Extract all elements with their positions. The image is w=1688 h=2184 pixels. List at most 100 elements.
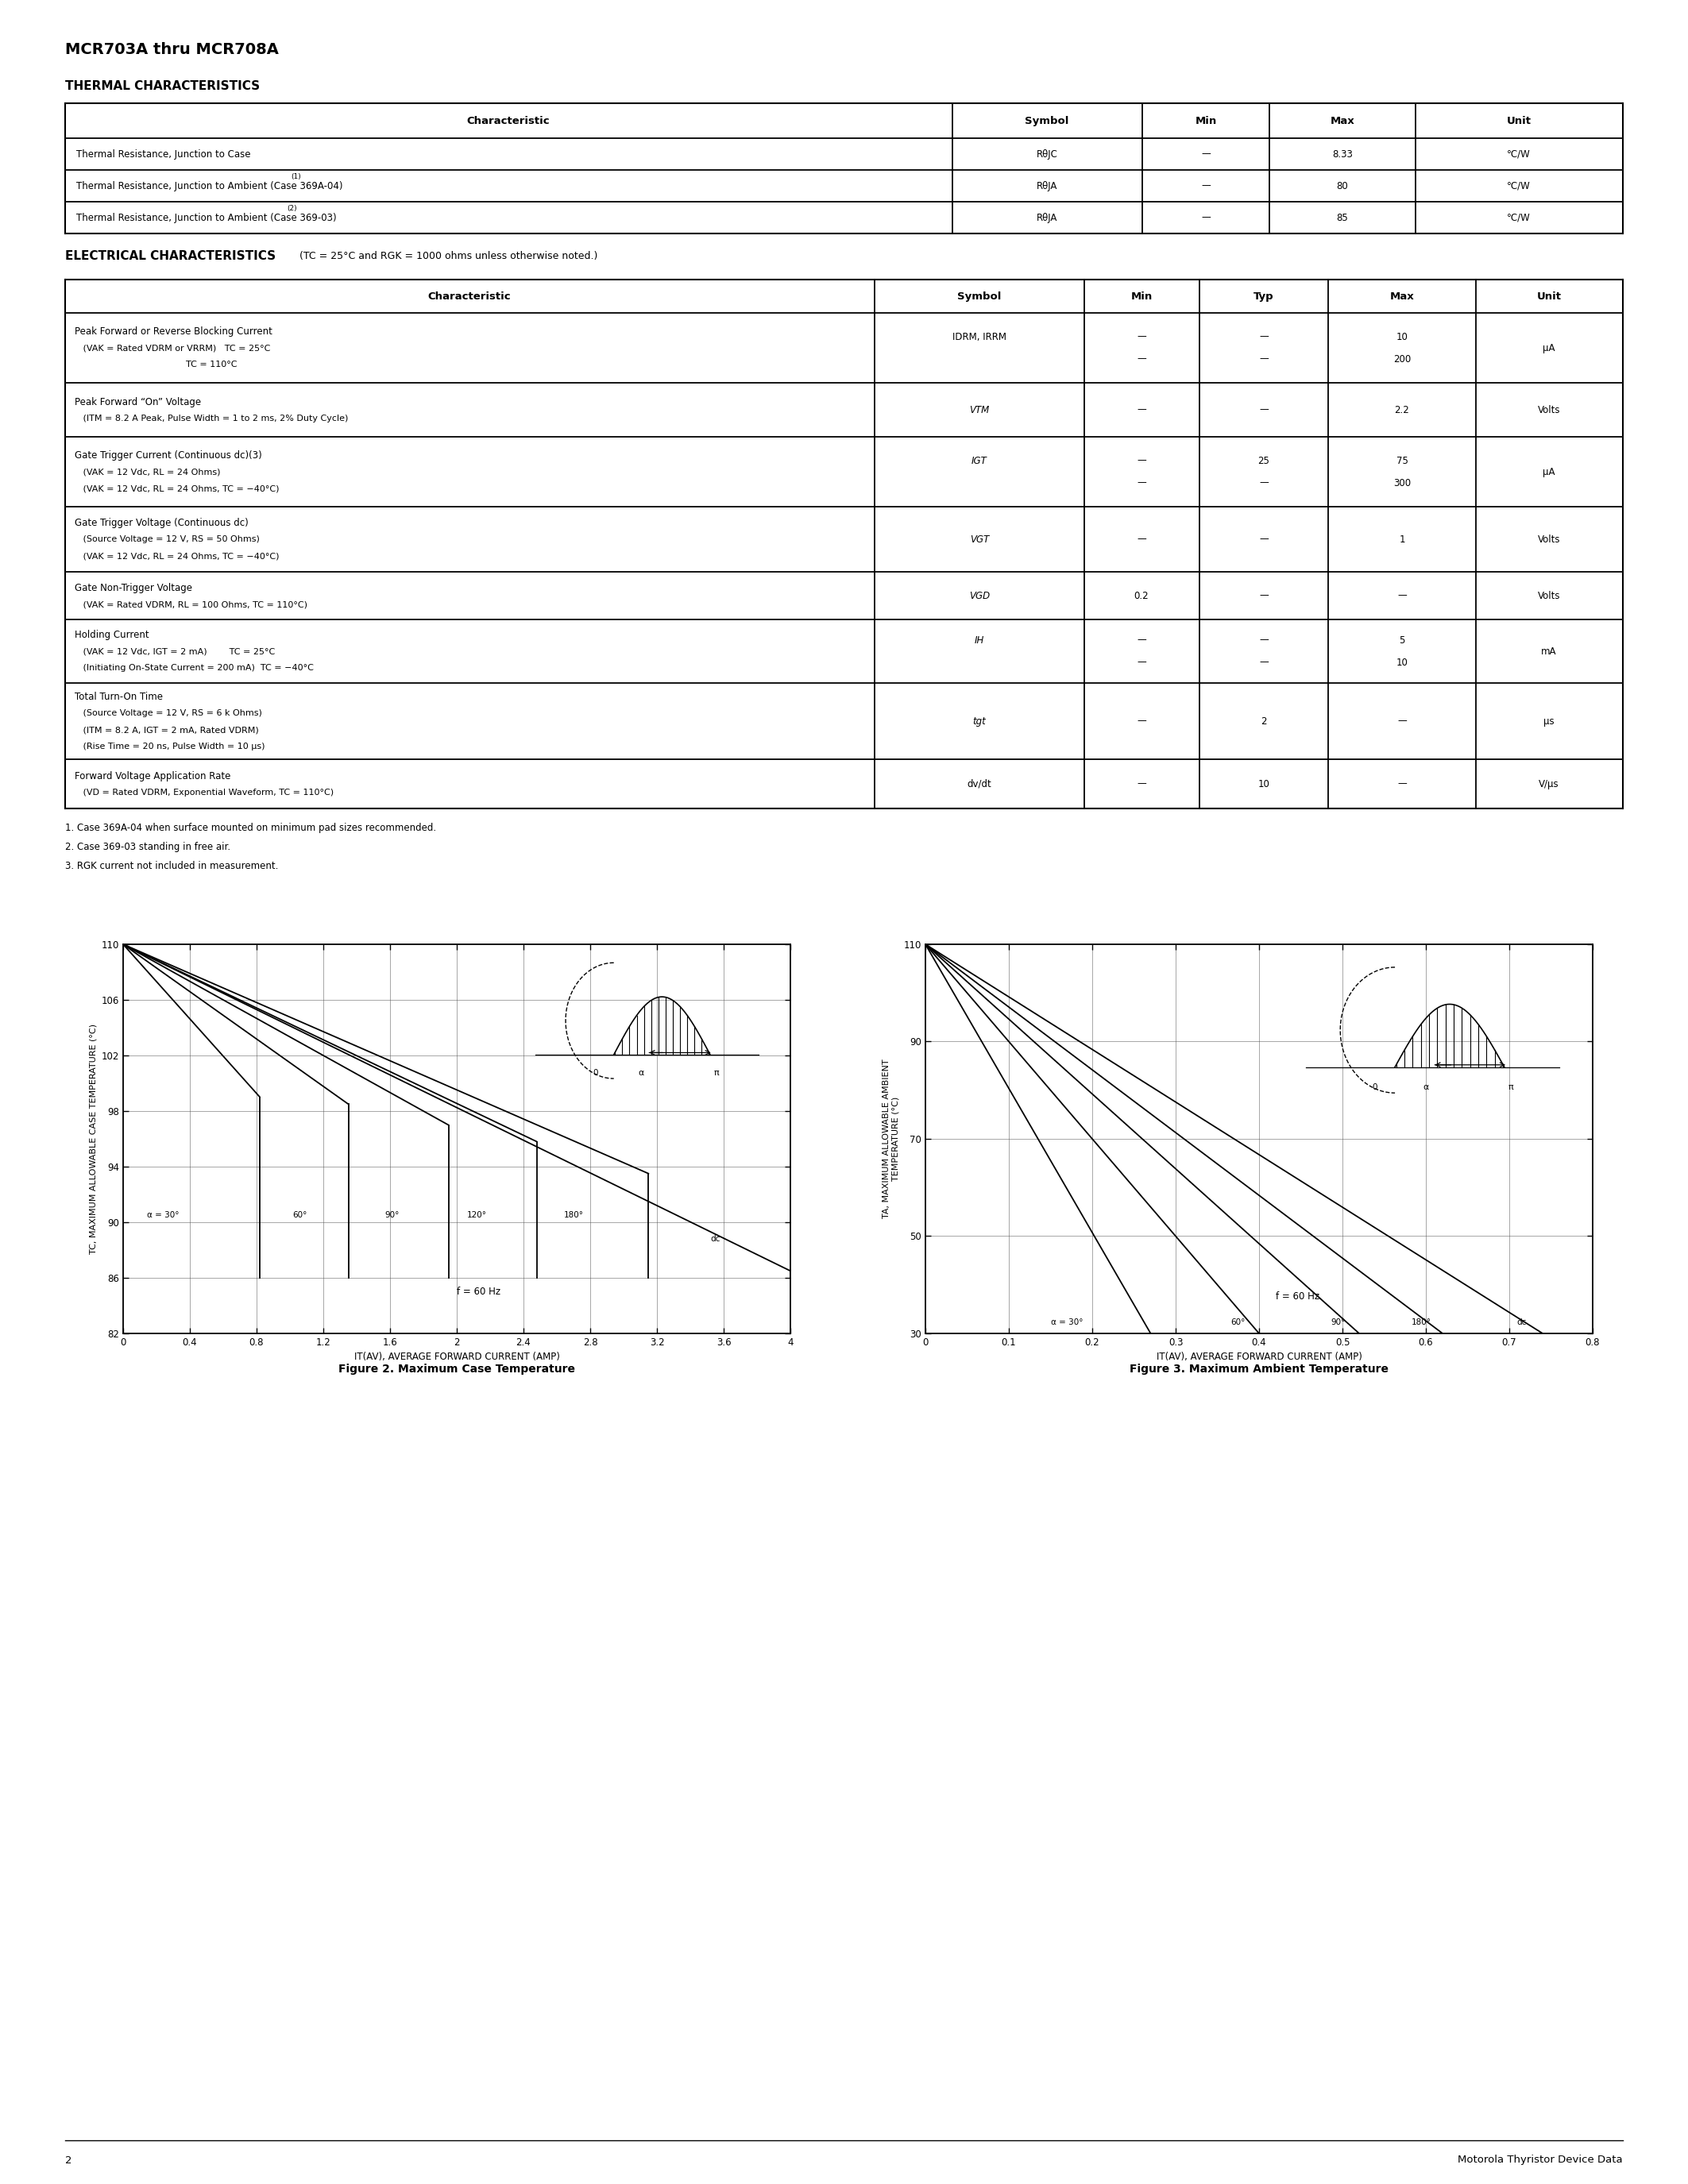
Text: 8.33: 8.33 [1332, 149, 1352, 159]
Text: —: — [1259, 636, 1268, 644]
X-axis label: IT(AV), AVERAGE FORWARD CURRENT (AMP): IT(AV), AVERAGE FORWARD CURRENT (AMP) [1156, 1352, 1362, 1363]
Text: —: — [1398, 590, 1406, 601]
Text: RθJA: RθJA [1036, 212, 1057, 223]
Text: (VAK = 12 Vdc, IGT = 2 mA)        TC = 25°C: (VAK = 12 Vdc, IGT = 2 mA) TC = 25°C [74, 646, 275, 655]
Text: —: — [1398, 780, 1406, 788]
Text: Characteristic: Characteristic [468, 116, 550, 127]
Text: RθJA: RθJA [1036, 181, 1057, 190]
Text: Max: Max [1389, 290, 1415, 301]
Text: —: — [1136, 636, 1146, 644]
Text: Volts: Volts [1538, 404, 1560, 415]
Text: μs: μs [1543, 716, 1555, 727]
Text: 5: 5 [1399, 636, 1404, 644]
Text: 2.2: 2.2 [1394, 404, 1409, 415]
Text: (VAK = 12 Vdc, RL = 24 Ohms, TC = −40°C): (VAK = 12 Vdc, RL = 24 Ohms, TC = −40°C) [74, 485, 279, 491]
Text: MCR703A thru MCR708A: MCR703A thru MCR708A [66, 41, 279, 57]
Text: (1): (1) [290, 173, 300, 181]
Text: ELECTRICAL CHARACTERISTICS: ELECTRICAL CHARACTERISTICS [66, 249, 275, 262]
Text: Characteristic: Characteristic [429, 290, 511, 301]
Text: 90°: 90° [385, 1212, 398, 1219]
Text: Gate Trigger Current (Continuous dc)(3): Gate Trigger Current (Continuous dc)(3) [74, 450, 262, 461]
Text: μA: μA [1543, 343, 1555, 354]
Text: (Source Voltage = 12 V, RS = 50 Ohms): (Source Voltage = 12 V, RS = 50 Ohms) [74, 535, 260, 544]
Text: 200: 200 [1393, 354, 1411, 365]
Text: (VAK = 12 Vdc, RL = 24 Ohms, TC = −40°C): (VAK = 12 Vdc, RL = 24 Ohms, TC = −40°C) [74, 553, 279, 559]
Text: Symbol: Symbol [957, 290, 1001, 301]
Text: Motorola Thyristor Device Data: Motorola Thyristor Device Data [1458, 2156, 1622, 2164]
Text: Thermal Resistance, Junction to Ambient (Case 369A-04): Thermal Resistance, Junction to Ambient … [76, 181, 343, 190]
Text: THERMAL CHARACTERISTICS: THERMAL CHARACTERISTICS [66, 81, 260, 92]
Text: 85: 85 [1337, 212, 1349, 223]
Text: 300: 300 [1393, 478, 1411, 487]
Text: Thermal Resistance, Junction to Case: Thermal Resistance, Junction to Case [76, 149, 250, 159]
Text: —: — [1136, 780, 1146, 788]
Y-axis label: TA, MAXIMUM ALLOWABLE AMBIENT
TEMPERATURE (°C): TA, MAXIMUM ALLOWABLE AMBIENT TEMPERATUR… [883, 1059, 900, 1219]
Text: —: — [1136, 535, 1146, 544]
Text: —: — [1136, 456, 1146, 465]
Text: TC = 110°C: TC = 110°C [74, 360, 236, 369]
Text: —: — [1259, 535, 1268, 544]
Text: 2: 2 [66, 2156, 73, 2164]
Text: 3. RGK current not included in measurement.: 3. RGK current not included in measureme… [66, 860, 279, 871]
Text: (Source Voltage = 12 V, RS = 6 k Ohms): (Source Voltage = 12 V, RS = 6 k Ohms) [74, 710, 262, 716]
Text: IGT: IGT [972, 456, 987, 465]
Text: °C/W: °C/W [1507, 181, 1531, 190]
Text: 60°: 60° [292, 1212, 307, 1219]
Text: 25: 25 [1258, 456, 1269, 465]
Text: VGT: VGT [971, 535, 989, 544]
Text: —: — [1259, 590, 1268, 601]
Text: 0.2: 0.2 [1134, 590, 1150, 601]
Text: dv/dt: dv/dt [967, 780, 991, 788]
Text: (Rise Time = 20 ns, Pulse Width = 10 μs): (Rise Time = 20 ns, Pulse Width = 10 μs) [74, 743, 265, 751]
Text: α = 30°: α = 30° [1052, 1319, 1084, 1326]
Text: VGD: VGD [969, 590, 989, 601]
Text: VTM: VTM [969, 404, 989, 415]
Text: —: — [1202, 149, 1210, 159]
Text: —: — [1202, 181, 1210, 190]
Text: Unit: Unit [1506, 116, 1531, 127]
Text: Peak Forward or Reverse Blocking Current: Peak Forward or Reverse Blocking Current [74, 325, 272, 336]
Text: Gate Trigger Voltage (Continuous dc): Gate Trigger Voltage (Continuous dc) [74, 518, 248, 529]
Text: (VD = Rated VDRM, Exponential Waveform, TC = 110°C): (VD = Rated VDRM, Exponential Waveform, … [74, 788, 334, 797]
Text: 180°: 180° [1411, 1319, 1431, 1326]
Text: RθJC: RθJC [1036, 149, 1058, 159]
Text: —: — [1259, 657, 1268, 668]
Text: Figure 2. Maximum Case Temperature: Figure 2. Maximum Case Temperature [338, 1363, 576, 1374]
Text: V/μs: V/μs [1539, 780, 1560, 788]
Text: (Initiating On-State Current = 200 mA)  TC = −40°C: (Initiating On-State Current = 200 mA) T… [74, 664, 314, 673]
Text: 75: 75 [1396, 456, 1408, 465]
Text: Holding Current: Holding Current [74, 629, 149, 640]
Text: —: — [1136, 354, 1146, 365]
Text: °C/W: °C/W [1507, 149, 1531, 159]
Text: —: — [1136, 716, 1146, 727]
Text: 1. Case 369A-04 when surface mounted on minimum pad sizes recommended.: 1. Case 369A-04 when surface mounted on … [66, 823, 436, 832]
Text: —: — [1136, 478, 1146, 487]
Text: Volts: Volts [1538, 535, 1560, 544]
Text: 120°: 120° [468, 1212, 486, 1219]
Text: (2): (2) [287, 205, 297, 212]
Text: —: — [1259, 404, 1268, 415]
Text: —: — [1398, 716, 1406, 727]
Text: —: — [1259, 332, 1268, 343]
Text: —: — [1136, 332, 1146, 343]
Text: 10: 10 [1258, 780, 1269, 788]
Text: 180°: 180° [564, 1212, 584, 1219]
Text: 80: 80 [1337, 181, 1349, 190]
Text: Unit: Unit [1536, 290, 1561, 301]
Text: —: — [1259, 354, 1268, 365]
Text: (VAK = Rated VDRM or VRRM)   TC = 25°C: (VAK = Rated VDRM or VRRM) TC = 25°C [74, 343, 270, 352]
Text: Gate Non-Trigger Voltage: Gate Non-Trigger Voltage [74, 583, 192, 592]
Text: 10: 10 [1396, 657, 1408, 668]
Text: Min: Min [1195, 116, 1217, 127]
Text: Symbol: Symbol [1025, 116, 1069, 127]
Text: f = 60 Hz: f = 60 Hz [1276, 1291, 1320, 1302]
Text: f = 60 Hz: f = 60 Hz [457, 1286, 501, 1297]
Text: —: — [1259, 478, 1268, 487]
Text: 10: 10 [1396, 332, 1408, 343]
Text: Forward Voltage Application Rate: Forward Voltage Application Rate [74, 771, 231, 782]
Text: Typ: Typ [1254, 290, 1274, 301]
Text: (ITM = 8.2 A, IGT = 2 mA, Rated VDRM): (ITM = 8.2 A, IGT = 2 mA, Rated VDRM) [74, 725, 258, 734]
Text: 1: 1 [1399, 535, 1404, 544]
Text: (TC = 25°C and RGK = 1000 ohms unless otherwise noted.): (TC = 25°C and RGK = 1000 ohms unless ot… [299, 251, 598, 260]
Text: IDRM, IRRM: IDRM, IRRM [952, 332, 1006, 343]
